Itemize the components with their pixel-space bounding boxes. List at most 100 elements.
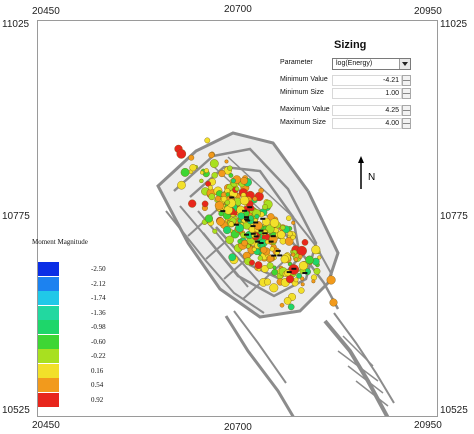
event-marker (249, 259, 255, 266)
max-size-label: Maximum Size (280, 119, 326, 126)
event-tag (270, 235, 276, 238)
event-marker (214, 195, 221, 202)
event-marker (296, 272, 302, 279)
event-marker (224, 199, 231, 206)
x-bottom-right-label: 20950 (414, 420, 442, 431)
event-marker (176, 149, 187, 159)
x-bottom-left-label: 20450 (32, 420, 60, 431)
lower-access (224, 315, 295, 416)
event-tag (286, 271, 292, 274)
legend-swatch (38, 378, 59, 392)
min-size-spinner[interactable] (402, 88, 411, 99)
event-marker (260, 246, 268, 254)
event-marker (223, 226, 232, 235)
event-marker (235, 223, 245, 233)
event-marker (287, 303, 295, 311)
event-marker (204, 168, 209, 174)
event-tag (268, 240, 274, 243)
event-marker (291, 220, 296, 225)
parameter-select[interactable]: log(Energy) (332, 58, 411, 70)
event-tag (244, 216, 249, 219)
event-marker (311, 245, 321, 255)
event-marker (261, 265, 269, 273)
event-marker (279, 302, 285, 308)
max-size-field[interactable]: 4.00 (332, 118, 402, 129)
event-tag (233, 223, 239, 226)
event-marker (218, 169, 226, 178)
plot-canvas[interactable] (37, 20, 438, 417)
max-value-spinner[interactable] (402, 105, 411, 116)
event-tag (260, 217, 266, 220)
event-tag (244, 218, 250, 221)
legend-title: Moment Magnitude (32, 238, 88, 246)
event-marker (305, 255, 314, 265)
y-left-mid-label: 10775 (2, 211, 30, 222)
legend-label: 0.54 (91, 381, 104, 389)
event-marker (287, 231, 293, 237)
event-marker (284, 237, 294, 246)
event-marker (277, 230, 286, 239)
event-marker (241, 239, 248, 247)
event-marker (280, 255, 289, 264)
max-value-field[interactable]: 4.25 (332, 105, 402, 116)
event-marker (188, 199, 197, 208)
event-marker (254, 261, 263, 270)
event-marker (201, 200, 209, 208)
event-marker (228, 221, 234, 227)
y-right-mid-label: 10775 (440, 211, 468, 222)
event-marker (326, 275, 336, 285)
event-marker (258, 187, 264, 194)
y-right-top-label: 11025 (440, 19, 468, 30)
event-marker (234, 186, 240, 192)
chevron-down-icon[interactable] (399, 59, 410, 69)
x-top-left-label: 20450 (32, 6, 60, 17)
legend-swatch (38, 276, 59, 291)
min-value-spinner[interactable] (402, 75, 411, 86)
event-marker (209, 159, 219, 169)
legend-label: -2.50 (91, 265, 106, 273)
event-marker (211, 172, 218, 179)
min-size-field[interactable]: 1.00 (332, 88, 402, 99)
event-marker (228, 253, 237, 262)
y-left-top-label: 11025 (2, 19, 30, 30)
legend-swatch (38, 392, 59, 407)
event-tag (253, 235, 259, 238)
legend-swatch (38, 305, 59, 320)
legend-swatch (38, 334, 59, 349)
event-marker (298, 261, 308, 271)
event-marker (225, 235, 234, 245)
event-marker (216, 217, 225, 226)
event-tag (220, 210, 226, 213)
max-size-spinner[interactable] (402, 118, 411, 129)
event-marker (269, 246, 275, 252)
event-tag (253, 221, 259, 224)
event-marker (311, 279, 316, 284)
event-marker (301, 239, 309, 246)
magnitude-legend: Moment Magnitude -2.50 -2.12 -1.74 -1.36 -0.… (28, 238, 128, 408)
legend-label: -0.98 (91, 323, 106, 331)
event-marker (240, 176, 248, 185)
event-marker (177, 180, 186, 190)
event-tag (271, 254, 277, 257)
event-marker (188, 154, 195, 161)
max-size-row: Maximum Size 4.00 (278, 118, 413, 130)
event-marker (300, 282, 305, 287)
event-marker (224, 159, 229, 164)
event-marker (297, 254, 303, 259)
event-marker (257, 255, 263, 261)
event-marker (313, 267, 321, 275)
event-marker (293, 277, 299, 283)
event-tag (302, 272, 308, 274)
event-marker (293, 257, 299, 262)
min-size-label: Minimum Size (280, 89, 324, 96)
min-value-row: Minimum Value -4.21 (278, 75, 413, 87)
legend-swatch (38, 262, 59, 276)
north-arrow: N (358, 155, 378, 195)
min-value-field[interactable]: -4.21 (332, 75, 402, 86)
event-marker (329, 298, 338, 307)
event-marker (263, 278, 271, 286)
legend-label: -1.74 (91, 294, 106, 302)
event-marker (208, 193, 216, 201)
event-marker (251, 246, 257, 252)
parameter-label: Parameter (280, 59, 313, 66)
